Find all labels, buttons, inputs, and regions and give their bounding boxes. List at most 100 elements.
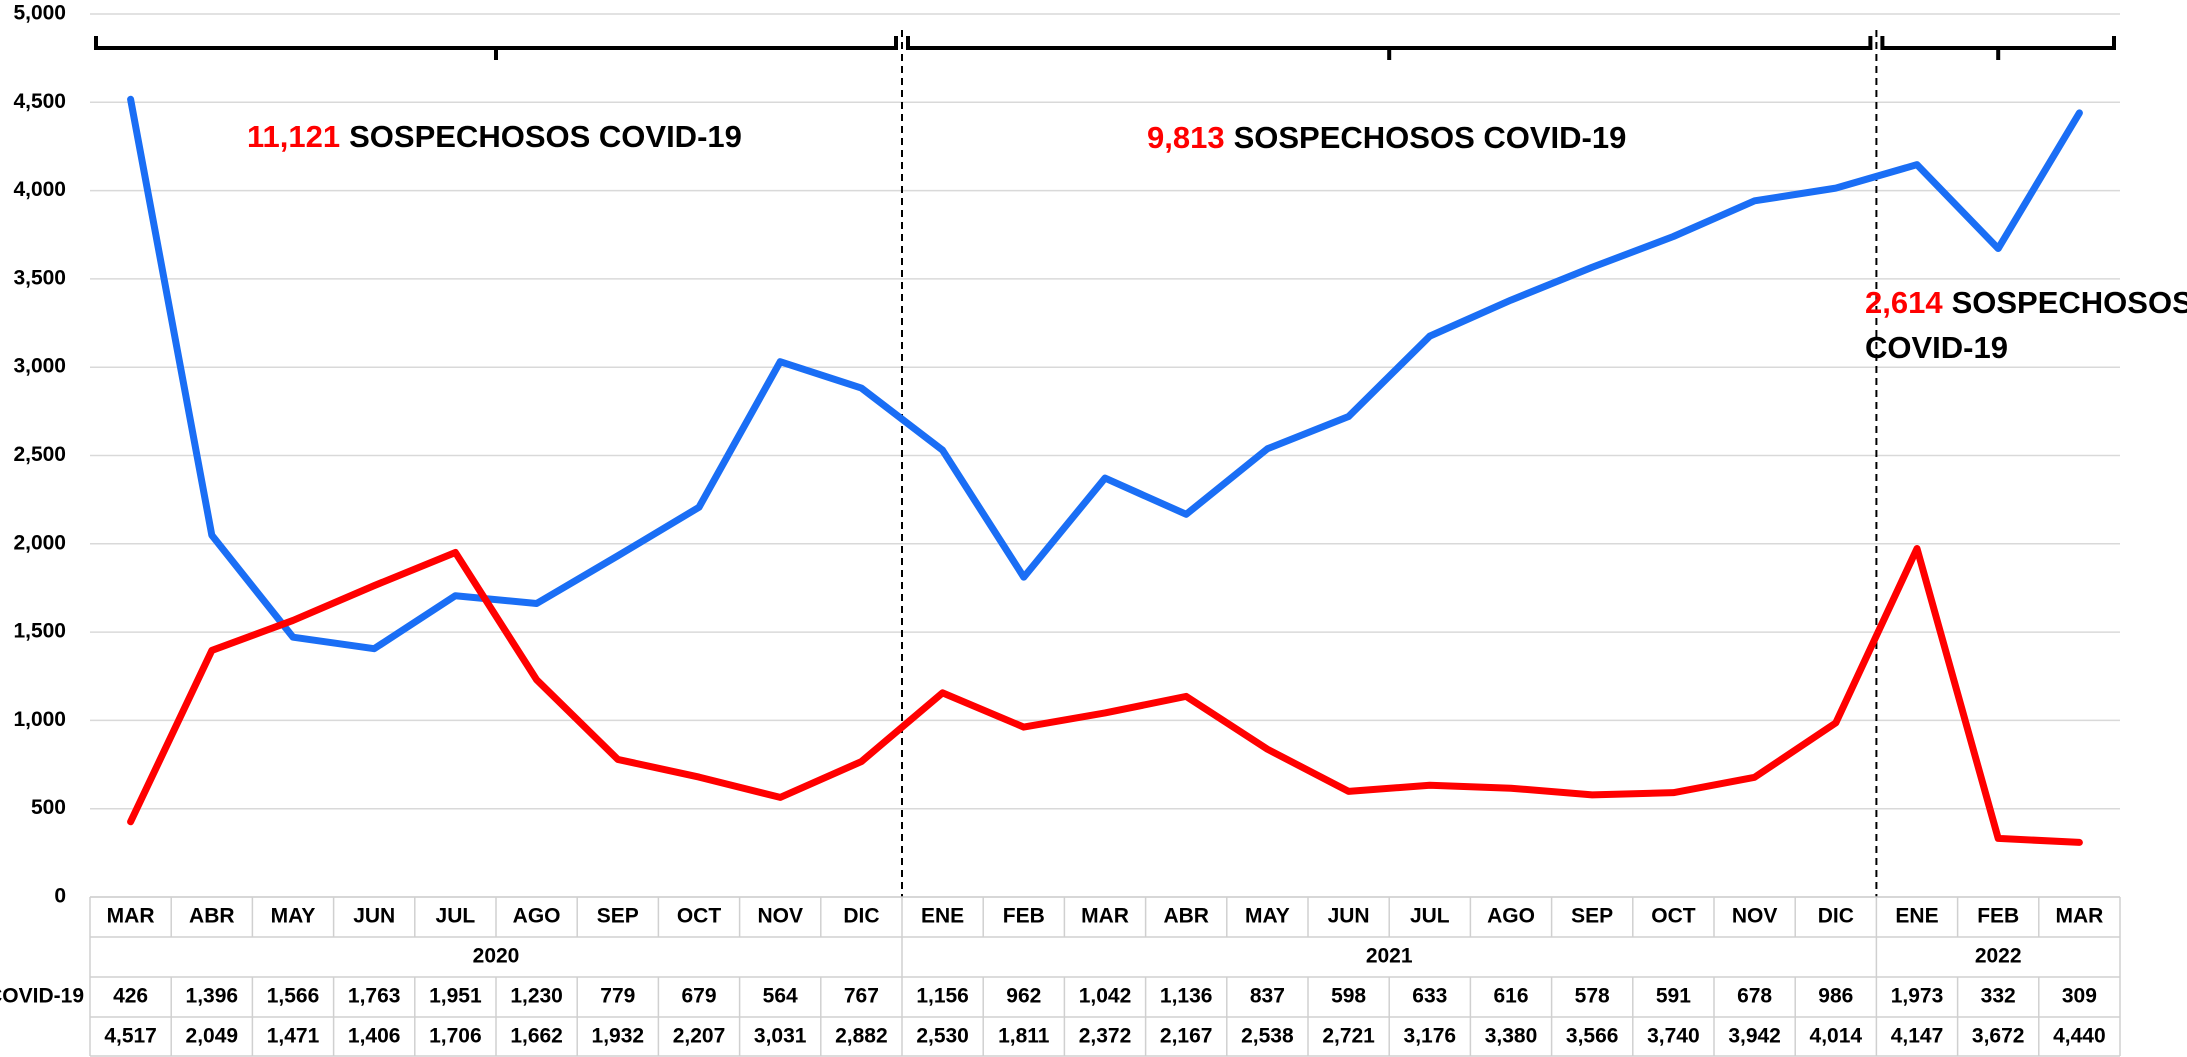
value-label: 1,396 [186,985,239,1008]
value-label: 2,049 [186,1025,239,1048]
value-label: 1,706 [429,1025,482,1048]
value-label: 4,147 [1891,1025,1944,1048]
x-tick-label: AGO [1487,905,1535,928]
x-tick-label: SEP [1571,905,1613,928]
annotation-value: 11,121 [247,119,340,154]
value-label: 837 [1250,985,1285,1008]
y-tick-label: 1,000 [13,708,66,731]
value-label: 564 [763,985,798,1008]
annotation: COVID-19 [1865,330,2008,365]
annotation-text: SOSPECHOSOS COVID-19 [349,119,742,154]
bracket [1880,36,2116,60]
value-label: 1,763 [348,985,401,1008]
value-label: 679 [681,985,716,1008]
value-label: 767 [844,985,879,1008]
value-label: 1,811 [998,1025,1050,1048]
value-label: 2,721 [1322,1025,1375,1048]
x-tick-label: MAR [2055,905,2103,928]
x-tick-label: ENE [921,905,964,928]
annotation-text: SOSPECHOSOS [1952,285,2187,320]
x-tick-label: FEB [1003,905,1045,928]
annotation-text: SOSPECHOSOS COVID-19 [1234,120,1627,155]
value-label: 1,136 [1160,985,1213,1008]
x-tick-label: ABR [1163,905,1209,928]
value-label: 2,538 [1241,1025,1294,1048]
value-label: 678 [1737,985,1772,1008]
year-label: 2021 [1366,945,1413,968]
year-label: 2022 [1975,945,2022,968]
value-label: 1,230 [510,985,563,1008]
value-label: 3,380 [1485,1025,1538,1048]
x-tick-label: DIC [1818,905,1854,928]
annotation: 11,121 SOSPECHOSOS COVID-19 [247,119,742,154]
value-label: 1,932 [592,1025,645,1048]
y-tick-label: 500 [31,796,66,819]
annotation-text: COVID-19 [1865,330,2008,365]
y-tick-label: 4,500 [13,90,66,113]
value-label: 986 [1818,985,1853,1008]
x-tick-label: MAR [107,905,155,928]
value-label: 1,662 [510,1025,563,1048]
y-tick-label: 5,000 [13,2,66,25]
x-tick-label: ABR [189,905,235,928]
x-tick-label: JUL [436,905,476,928]
value-label: 1,566 [267,985,320,1008]
x-tick-label: JUN [1328,905,1370,928]
y-tick-label: 0 [54,885,66,908]
value-label: 616 [1493,985,1528,1008]
annotation: 9,813 SOSPECHOSOS COVID-19 [1147,120,1626,155]
series-line [127,95,2083,653]
x-tick-label: MAY [271,905,316,928]
x-tick-label: FEB [1977,905,2019,928]
x-tick-label: JUL [1410,905,1450,928]
x-tick-label: MAR [1081,905,1129,928]
value-label: 1,406 [348,1025,401,1048]
value-label: 3,740 [1647,1025,1700,1048]
value-label: 2,882 [835,1025,888,1048]
value-label: 3,176 [1404,1025,1457,1048]
annotation-value: 9,813 [1147,120,1225,155]
series-line [127,545,2083,846]
x-tick-label: DIC [843,905,879,928]
annotation: 2,614 SOSPECHOSOS [1865,285,2187,320]
y-tick-label: 2,000 [13,531,66,554]
value-label: 779 [600,985,635,1008]
value-label: 332 [1981,985,2016,1008]
annotation-value: 2,614 [1865,285,1943,320]
value-label: 1,042 [1079,985,1132,1008]
x-tick-label: JUN [353,905,395,928]
value-label: 3,031 [754,1025,807,1048]
y-tick-label: 1,500 [13,620,66,643]
x-tick-label: OCT [1651,905,1696,928]
x-tick-label: MAY [1245,905,1290,928]
value-label: 2,207 [673,1025,726,1048]
value-label: 3,672 [1972,1025,2025,1048]
value-label: 578 [1575,985,1610,1008]
value-label: 4,440 [2053,1025,2106,1048]
value-label: 4,517 [104,1025,157,1048]
value-label: 1,156 [916,985,969,1008]
x-tick-label: ENE [1895,905,1938,928]
value-label: 1,973 [1891,985,1944,1008]
x-tick-label: SEP [597,905,639,928]
value-label: 2,167 [1160,1025,1213,1048]
x-tick-label: NOV [1732,905,1778,928]
x-tick-label: NOV [757,905,803,928]
bracket [906,36,1873,60]
value-label: 426 [113,985,148,1008]
x-tick-label: OCT [677,905,722,928]
y-tick-label: 2,500 [13,443,66,466]
y-tick-label: 3,500 [13,266,66,289]
value-label: 2,372 [1079,1025,1132,1048]
x-tick-label: AGO [513,905,561,928]
value-label: 309 [2062,985,2097,1008]
bracket [94,36,898,60]
value-label: 962 [1006,985,1041,1008]
value-label: 1,471 [267,1025,320,1048]
value-label: 598 [1331,985,1366,1008]
value-label: 4,014 [1810,1025,1863,1048]
value-label: 591 [1656,985,1691,1008]
value-label: 3,942 [1728,1025,1781,1048]
value-label: 633 [1412,985,1447,1008]
